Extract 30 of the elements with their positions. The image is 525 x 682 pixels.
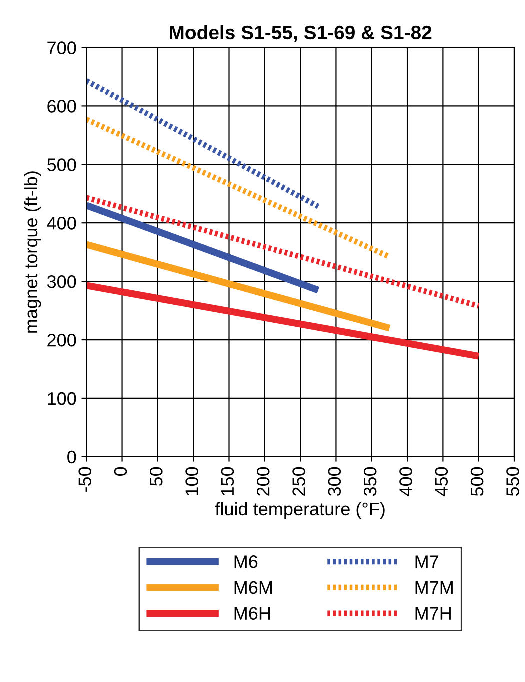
x-tick-label: 100 bbox=[186, 467, 198, 496]
x-tick-label: 250 bbox=[292, 467, 306, 496]
chart-title: Models S1-55, S1-69 & S1-82 bbox=[170, 25, 432, 42]
x-tick-label: 150 bbox=[221, 467, 234, 496]
x-tick-label: 550 bbox=[506, 467, 520, 496]
x-tick-label: 50 bbox=[150, 467, 163, 486]
legend-label: M6H bbox=[234, 607, 270, 620]
x-tick-label: 500 bbox=[470, 467, 484, 496]
x-axis-title: fluid temperature (°F) bbox=[215, 502, 385, 520]
x-tick-label: 400 bbox=[400, 467, 412, 496]
y-tick-label: 500 bbox=[48, 158, 76, 172]
y-tick-label: 600 bbox=[48, 100, 76, 113]
legend-label: M7 bbox=[416, 556, 438, 568]
y-axis-title: magnet torque (ft-lb) bbox=[24, 172, 42, 333]
y-tick-label: 200 bbox=[48, 334, 76, 347]
x-tick-label: 450 bbox=[435, 467, 448, 496]
x-tick-label: -50 bbox=[78, 467, 92, 492]
y-tick-label: 100 bbox=[48, 392, 76, 406]
y-tick-label: 300 bbox=[47, 276, 76, 288]
legend-label: M7M bbox=[416, 582, 453, 594]
x-tick-label: 0 bbox=[114, 467, 128, 476]
legend-label: M7H bbox=[416, 607, 451, 620]
x-tick-label: 200 bbox=[256, 467, 270, 496]
y-tick-label: 700 bbox=[48, 42, 76, 54]
y-tick-label: 400 bbox=[47, 217, 76, 230]
x-tick-label: 300 bbox=[328, 467, 342, 496]
legend-label: M6M bbox=[234, 581, 272, 594]
legend-label: M6 bbox=[234, 556, 258, 568]
y-tick-label: 0 bbox=[68, 450, 76, 464]
x-tick-label: 350 bbox=[364, 467, 377, 496]
